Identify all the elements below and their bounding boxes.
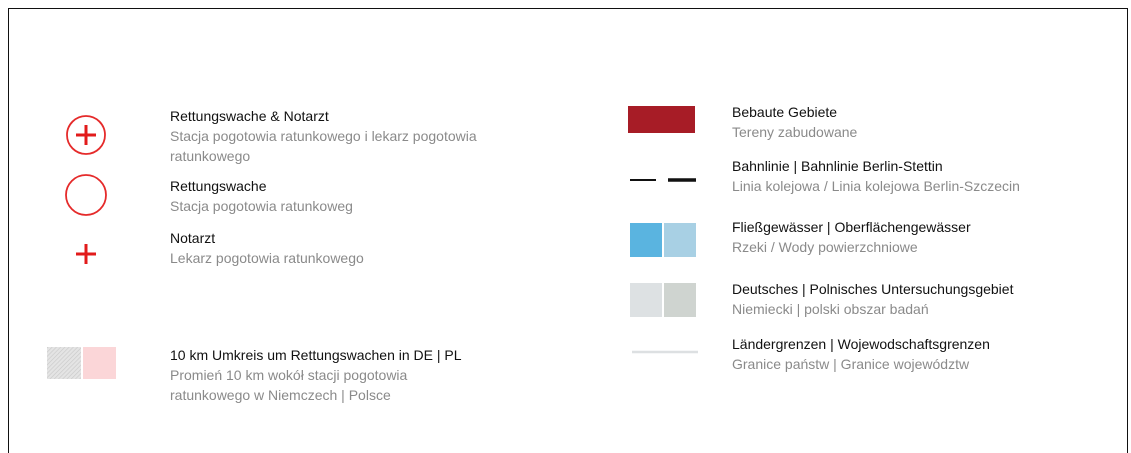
legend-entry: 10 km Umkreis um Rettungswachen in DE | … bbox=[170, 345, 470, 405]
legend-entry: Bebaute Gebiete Tereny zabudowane bbox=[732, 102, 1131, 142]
entry-title: Deutsches | Polnisches Untersuchungsgebi… bbox=[732, 281, 1014, 297]
symbol-radius bbox=[47, 347, 116, 379]
legend-entry: Fließgewässer | Oberflächengewässer Rzeki… bbox=[732, 217, 1131, 257]
symbol-study-area bbox=[630, 283, 696, 317]
entry-title: Fließgewässer | Oberflächengewässer bbox=[732, 219, 971, 235]
legend-entry: Deutsches | Polnisches Untersuchungsgebi… bbox=[732, 279, 1131, 319]
entry-title: Ländergrenzen | Wojewodschaftsgrenzen bbox=[732, 336, 990, 352]
symbol-built-up bbox=[628, 106, 695, 133]
legend-frame bbox=[8, 8, 1128, 453]
entry-subtitle: Tereny zabudowane bbox=[732, 124, 858, 140]
entry-title: Bahnlinie | Bahnlinie Berlin-Stettin bbox=[732, 158, 943, 174]
legend-entry: Rettungswache Stacja pogotowia ratunkoweg bbox=[170, 176, 545, 216]
entry-title: Notarzt bbox=[170, 230, 216, 246]
symbol-water bbox=[630, 223, 696, 257]
entry-subtitle: Lekarz pogotowia ratunkowego bbox=[170, 250, 364, 266]
entry-subtitle: Stacja pogotowia ratunkowego i lekarz po… bbox=[170, 128, 477, 164]
symbol-station bbox=[65, 174, 107, 216]
entry-subtitle: Rzeki / Wody powierzchniowe bbox=[732, 239, 918, 255]
entry-title: Rettungswache & Notarzt bbox=[170, 108, 329, 124]
legend-entry: Bahnlinie | Bahnlinie Berlin-Stettin Lini… bbox=[732, 156, 1131, 196]
symbol-doctor bbox=[76, 244, 96, 264]
legend-entry: Rettungswache & Notarzt Stacja pogotowia … bbox=[170, 106, 545, 166]
entry-subtitle: Linia kolejowa / Linia kolejowa Berlin-S… bbox=[732, 178, 1020, 194]
entry-subtitle: Granice państw | Granice województw bbox=[732, 356, 970, 372]
entry-subtitle: Niemiecki | polski obszar badań bbox=[732, 301, 929, 317]
entry-subtitle: Promień 10 km wokół stacji pogotowia rat… bbox=[170, 367, 408, 403]
entry-title: 10 km Umkreis um Rettungswachen in DE | … bbox=[170, 347, 462, 363]
legend-entry: Notarzt Lekarz pogotowia ratunkowego bbox=[170, 228, 545, 268]
entry-subtitle: Stacja pogotowia ratunkoweg bbox=[170, 198, 353, 214]
legend-entry: Ländergrenzen | Wojewodschaftsgrenzen Gra… bbox=[732, 334, 1131, 374]
symbol-station-doctor bbox=[66, 115, 106, 155]
entry-title: Bebaute Gebiete bbox=[732, 104, 838, 120]
entry-title: Rettungswache bbox=[170, 178, 267, 194]
